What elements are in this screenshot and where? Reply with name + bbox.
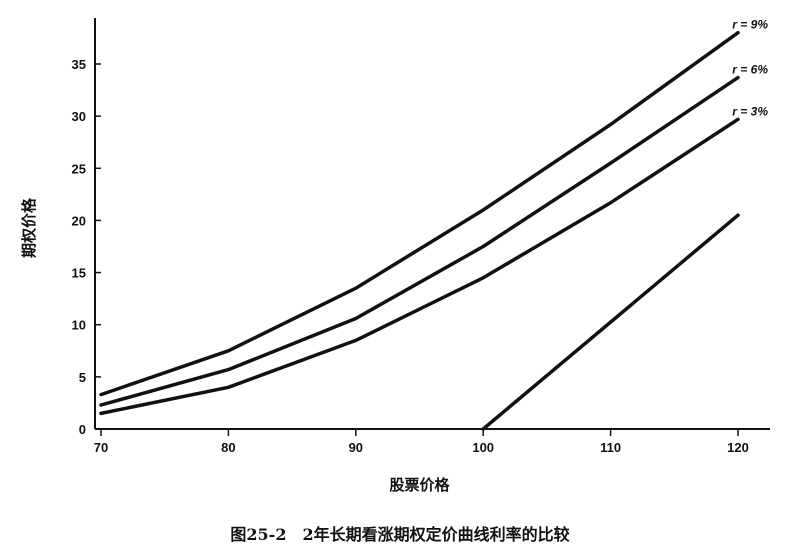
series-line [99, 30, 740, 397]
x-tick-label: 90 [349, 440, 363, 455]
series-line [481, 213, 740, 431]
y-tick-label: 25 [72, 161, 86, 176]
x-axis-title: 股票价格 [389, 476, 450, 494]
series-label: r = 6% [732, 63, 768, 77]
series-line [99, 75, 740, 407]
series-label: r = 9% [732, 18, 768, 32]
x-tick-label: 80 [221, 440, 235, 455]
ticks: 0 5 10 15 20 25 30 35 70 80 90 100 110 120 [72, 57, 749, 455]
y-tick-label: 30 [72, 109, 86, 124]
series-lines [99, 30, 740, 431]
series-line [99, 117, 740, 416]
series-labels: r = 9% r = 6% r = 3% [732, 18, 768, 119]
y-tick-label: 15 [72, 266, 86, 281]
y-tick-label: 35 [72, 57, 86, 72]
x-tick-label: 110 [600, 440, 621, 455]
y-tick-label: 0 [79, 422, 86, 437]
y-axis-title: 期权价格 [20, 197, 38, 258]
axes [94, 18, 770, 430]
y-tick-label: 5 [79, 370, 86, 385]
y-tick-label: 20 [72, 213, 86, 228]
x-tick-label: 100 [472, 440, 494, 455]
series-label: r = 3% [732, 104, 768, 118]
figure-caption: 图25-2 2年长期看涨期权定价曲线利率的比较 [230, 525, 570, 544]
x-tick-label: 70 [94, 440, 108, 455]
y-tick-label: 10 [72, 318, 86, 333]
x-tick-label: 120 [727, 440, 749, 455]
